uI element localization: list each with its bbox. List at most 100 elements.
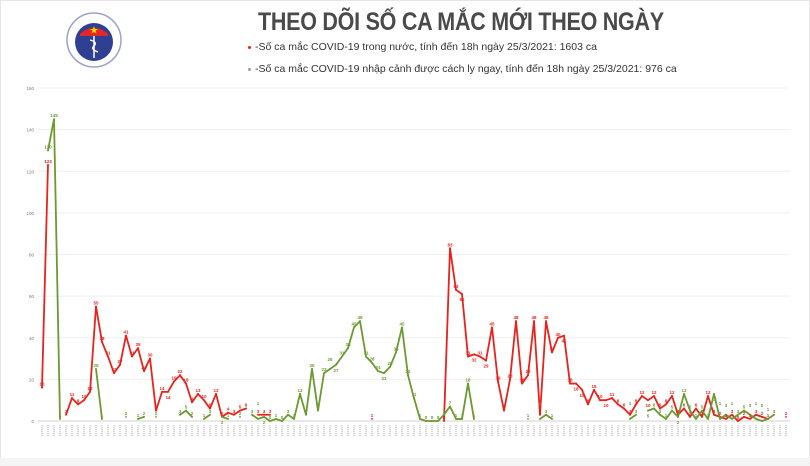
data-label: 3: [263, 409, 266, 414]
data-label: 83: [447, 242, 453, 247]
series-0-point: [707, 395, 709, 397]
data-label: 18: [573, 387, 579, 392]
series-1-segment: [713, 393, 721, 420]
series-1-segment: [647, 407, 655, 412]
series-1-point: [227, 418, 229, 420]
series-0-point: [521, 382, 523, 385]
series-0-point: [131, 355, 133, 358]
data-label: 6: [659, 403, 662, 408]
series-1-point: [395, 351, 397, 354]
series-1-point: [341, 355, 343, 358]
data-label: 2: [677, 420, 680, 425]
series-1-segment: [683, 393, 691, 412]
series-1-segment: [767, 413, 775, 420]
series-0-segment: [605, 397, 613, 402]
data-label: 1: [275, 413, 278, 418]
series-0-segment: [65, 397, 73, 416]
data-label: 2: [263, 420, 266, 425]
series-0-point: [737, 420, 739, 422]
series-0-segment: [545, 320, 553, 354]
series-0-point: [263, 413, 265, 416]
page-title: THEO DÕI SỐ CA MẮC MỚI THEO NGÀY: [258, 8, 664, 36]
series-0-segment: [485, 326, 493, 362]
y-tick-label: 100: [26, 211, 34, 216]
bottom-bar: [0, 458, 810, 466]
data-label: 2: [125, 411, 128, 416]
series-0-segment: [89, 305, 97, 393]
series-1-segment: [179, 409, 187, 416]
series-0-point: [755, 413, 757, 416]
series-0-point: [167, 390, 169, 393]
series-0-point: [785, 415, 787, 418]
series-0-point: [689, 415, 691, 418]
series-0-segment: [515, 320, 523, 385]
data-label: 5: [185, 405, 188, 410]
series-0-segment: [239, 407, 247, 412]
series-0-point: [749, 418, 751, 420]
series-0-segment: [107, 355, 115, 375]
data-label: 16: [39, 382, 45, 387]
legend-marker-domestic: [248, 45, 251, 49]
series-0-point: [245, 407, 247, 410]
series-0-point: [605, 399, 607, 402]
data-label: 1: [419, 413, 422, 418]
data-label: 3: [443, 409, 446, 414]
series-1-segment: [737, 409, 745, 416]
series-1-point: [659, 413, 661, 416]
series-0-point: [71, 397, 73, 400]
data-label: 31: [105, 350, 111, 355]
data-label: 2: [191, 411, 194, 416]
data-label: 5: [239, 405, 242, 410]
series-0-point: [743, 415, 745, 418]
series-0-point: [527, 374, 529, 377]
data-label: 8: [587, 398, 590, 403]
series-0-segment: [617, 403, 625, 410]
data-label: 5: [701, 405, 704, 410]
data-label: 19: [495, 375, 501, 380]
series-0-segment: [209, 393, 217, 410]
series-0-segment: [629, 403, 637, 416]
data-label: 27: [333, 368, 339, 373]
data-label: 0: [437, 415, 440, 420]
data-label: 48: [513, 315, 519, 320]
series-1-segment: [221, 415, 229, 420]
data-label: 25: [327, 357, 333, 362]
data-label: 3: [749, 403, 752, 408]
data-label: 3: [713, 409, 716, 414]
series-0-point: [491, 326, 493, 329]
series-0-point: [515, 320, 517, 322]
series-1-point: [275, 418, 277, 420]
data-label: 25: [93, 363, 99, 368]
series-0-point: [371, 418, 373, 420]
series-0-segment: [683, 407, 691, 418]
series-0-point: [599, 399, 601, 402]
data-label: 1: [371, 413, 374, 418]
series-1-point: [53, 118, 55, 121]
series-1-point: [389, 365, 391, 368]
data-label: 3: [635, 409, 638, 414]
data-label: 10: [201, 394, 207, 399]
series-1-point: [413, 397, 415, 400]
series-1-segment: [347, 326, 355, 350]
series-0-segment: [473, 353, 481, 358]
series-1-segment: [311, 368, 319, 412]
series-1-segment: [377, 370, 385, 375]
series-0-point: [173, 380, 175, 383]
data-label: 5: [689, 405, 692, 410]
data-label: 9: [191, 396, 194, 401]
series-0-point: [653, 395, 655, 397]
data-label: 1: [725, 413, 728, 418]
series-1-point: [407, 374, 409, 377]
series-0-point: [269, 413, 271, 416]
series-1-point: [155, 415, 157, 418]
series-1-point: [179, 413, 181, 416]
series-0-point: [575, 382, 577, 385]
series-0-point: [659, 407, 661, 410]
series-1-segment: [137, 415, 145, 420]
series-1-point: [773, 413, 775, 416]
data-label: 0: [761, 403, 764, 408]
series-0-point: [65, 413, 67, 416]
data-label: 31: [339, 350, 345, 355]
